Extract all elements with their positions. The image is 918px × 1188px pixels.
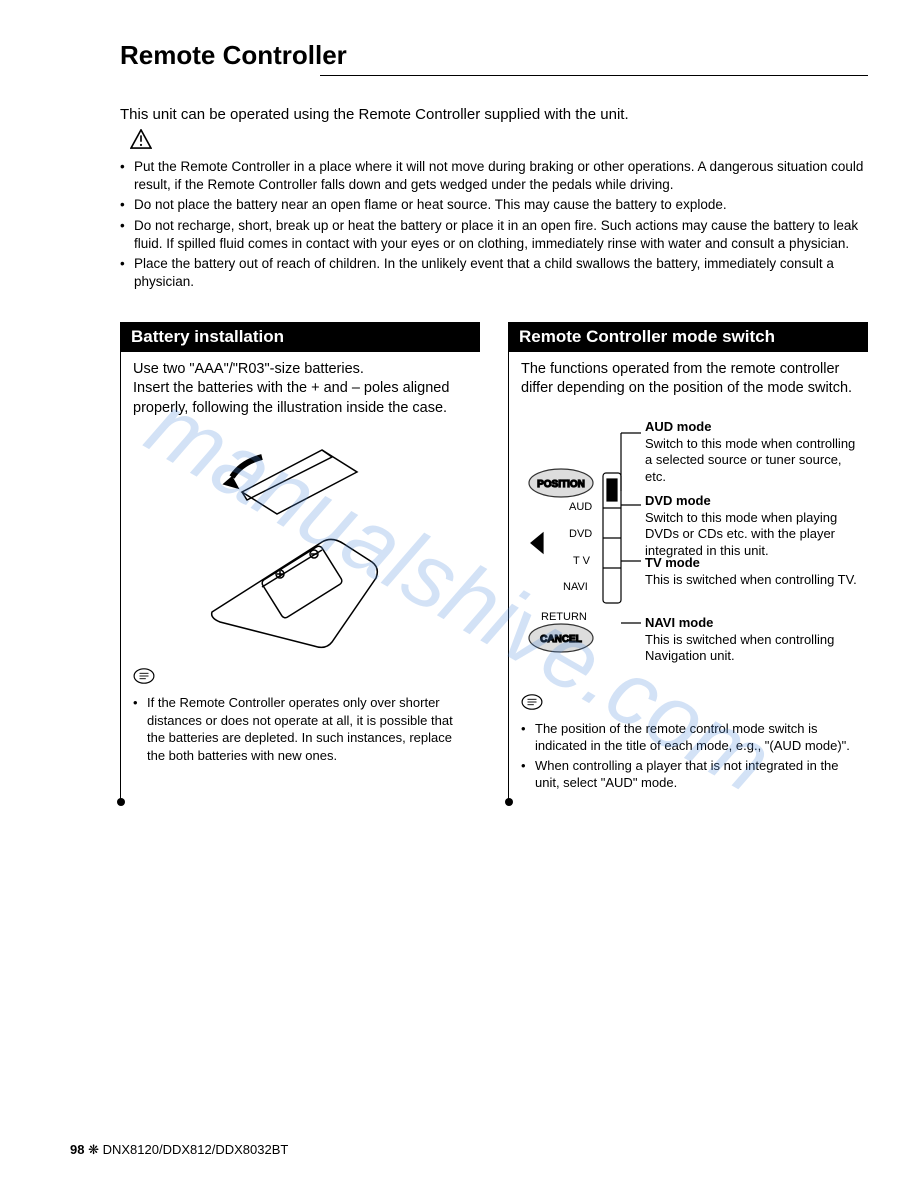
mode-aud: AUD mode Switch to this mode when contro… [645, 419, 858, 487]
battery-header: Battery installation [121, 322, 480, 352]
page-number: 98 [70, 1142, 84, 1157]
mode-dvd: DVD mode Switch to this mode when playin… [645, 493, 858, 561]
intro-text: This unit can be operated using the Remo… [120, 106, 868, 123]
svg-text:CANCEL: CANCEL [540, 634, 582, 645]
footer-separator: ❋ [88, 1142, 103, 1157]
mode-switch-diagram: POSITION CANCEL [521, 413, 858, 673]
column-end-dot [117, 798, 125, 806]
note-icon [521, 693, 858, 716]
title-rule [320, 75, 868, 76]
mode-notes: The position of the remote control mode … [521, 720, 858, 792]
battery-column: Battery installation Use two "AAA"/"R03"… [120, 322, 480, 802]
mode-tv: TV mode This is switched when controllin… [645, 555, 858, 589]
warnings-list: Put the Remote Controller in a place whe… [120, 158, 868, 292]
warning-item: Do not place the battery near an open fl… [120, 196, 868, 214]
page-title: Remote Controller [70, 40, 868, 71]
note-item: If the Remote Controller operates only o… [133, 694, 470, 764]
note-item: The position of the remote control mode … [521, 720, 858, 755]
battery-diagram [133, 432, 470, 657]
warning-item: Do not recharge, short, break up or heat… [120, 217, 868, 253]
warning-item: Place the battery out of reach of childr… [120, 255, 868, 291]
model-numbers: DNX8120/DDX812/DDX8032BT [103, 1142, 289, 1157]
footer: 98 ❋ DNX8120/DDX812/DDX8032BT [70, 1142, 288, 1158]
switch-label-tv: T V [573, 555, 590, 567]
battery-lead: Use two "AAA"/"R03"-size batteries. Inse… [133, 360, 470, 419]
mode-column: Remote Controller mode switch The functi… [508, 322, 868, 802]
mode-lead: The functions operated from the remote c… [521, 360, 858, 399]
mode-navi: NAVI mode This is switched when controll… [645, 615, 858, 666]
switch-label-aud: AUD [569, 501, 592, 513]
svg-text:POSITION: POSITION [537, 479, 585, 490]
column-end-dot [505, 798, 513, 806]
switch-label-dvd: DVD [569, 528, 592, 540]
switch-label-return: RETURN [541, 611, 587, 623]
battery-notes: If the Remote Controller operates only o… [133, 694, 470, 764]
warning-item: Put the Remote Controller in a place whe… [120, 158, 868, 194]
mode-header: Remote Controller mode switch [509, 322, 868, 352]
note-icon [133, 667, 470, 690]
switch-label-navi: NAVI [563, 581, 588, 593]
warning-icon [130, 129, 868, 154]
note-item: When controlling a player that is not in… [521, 757, 858, 792]
